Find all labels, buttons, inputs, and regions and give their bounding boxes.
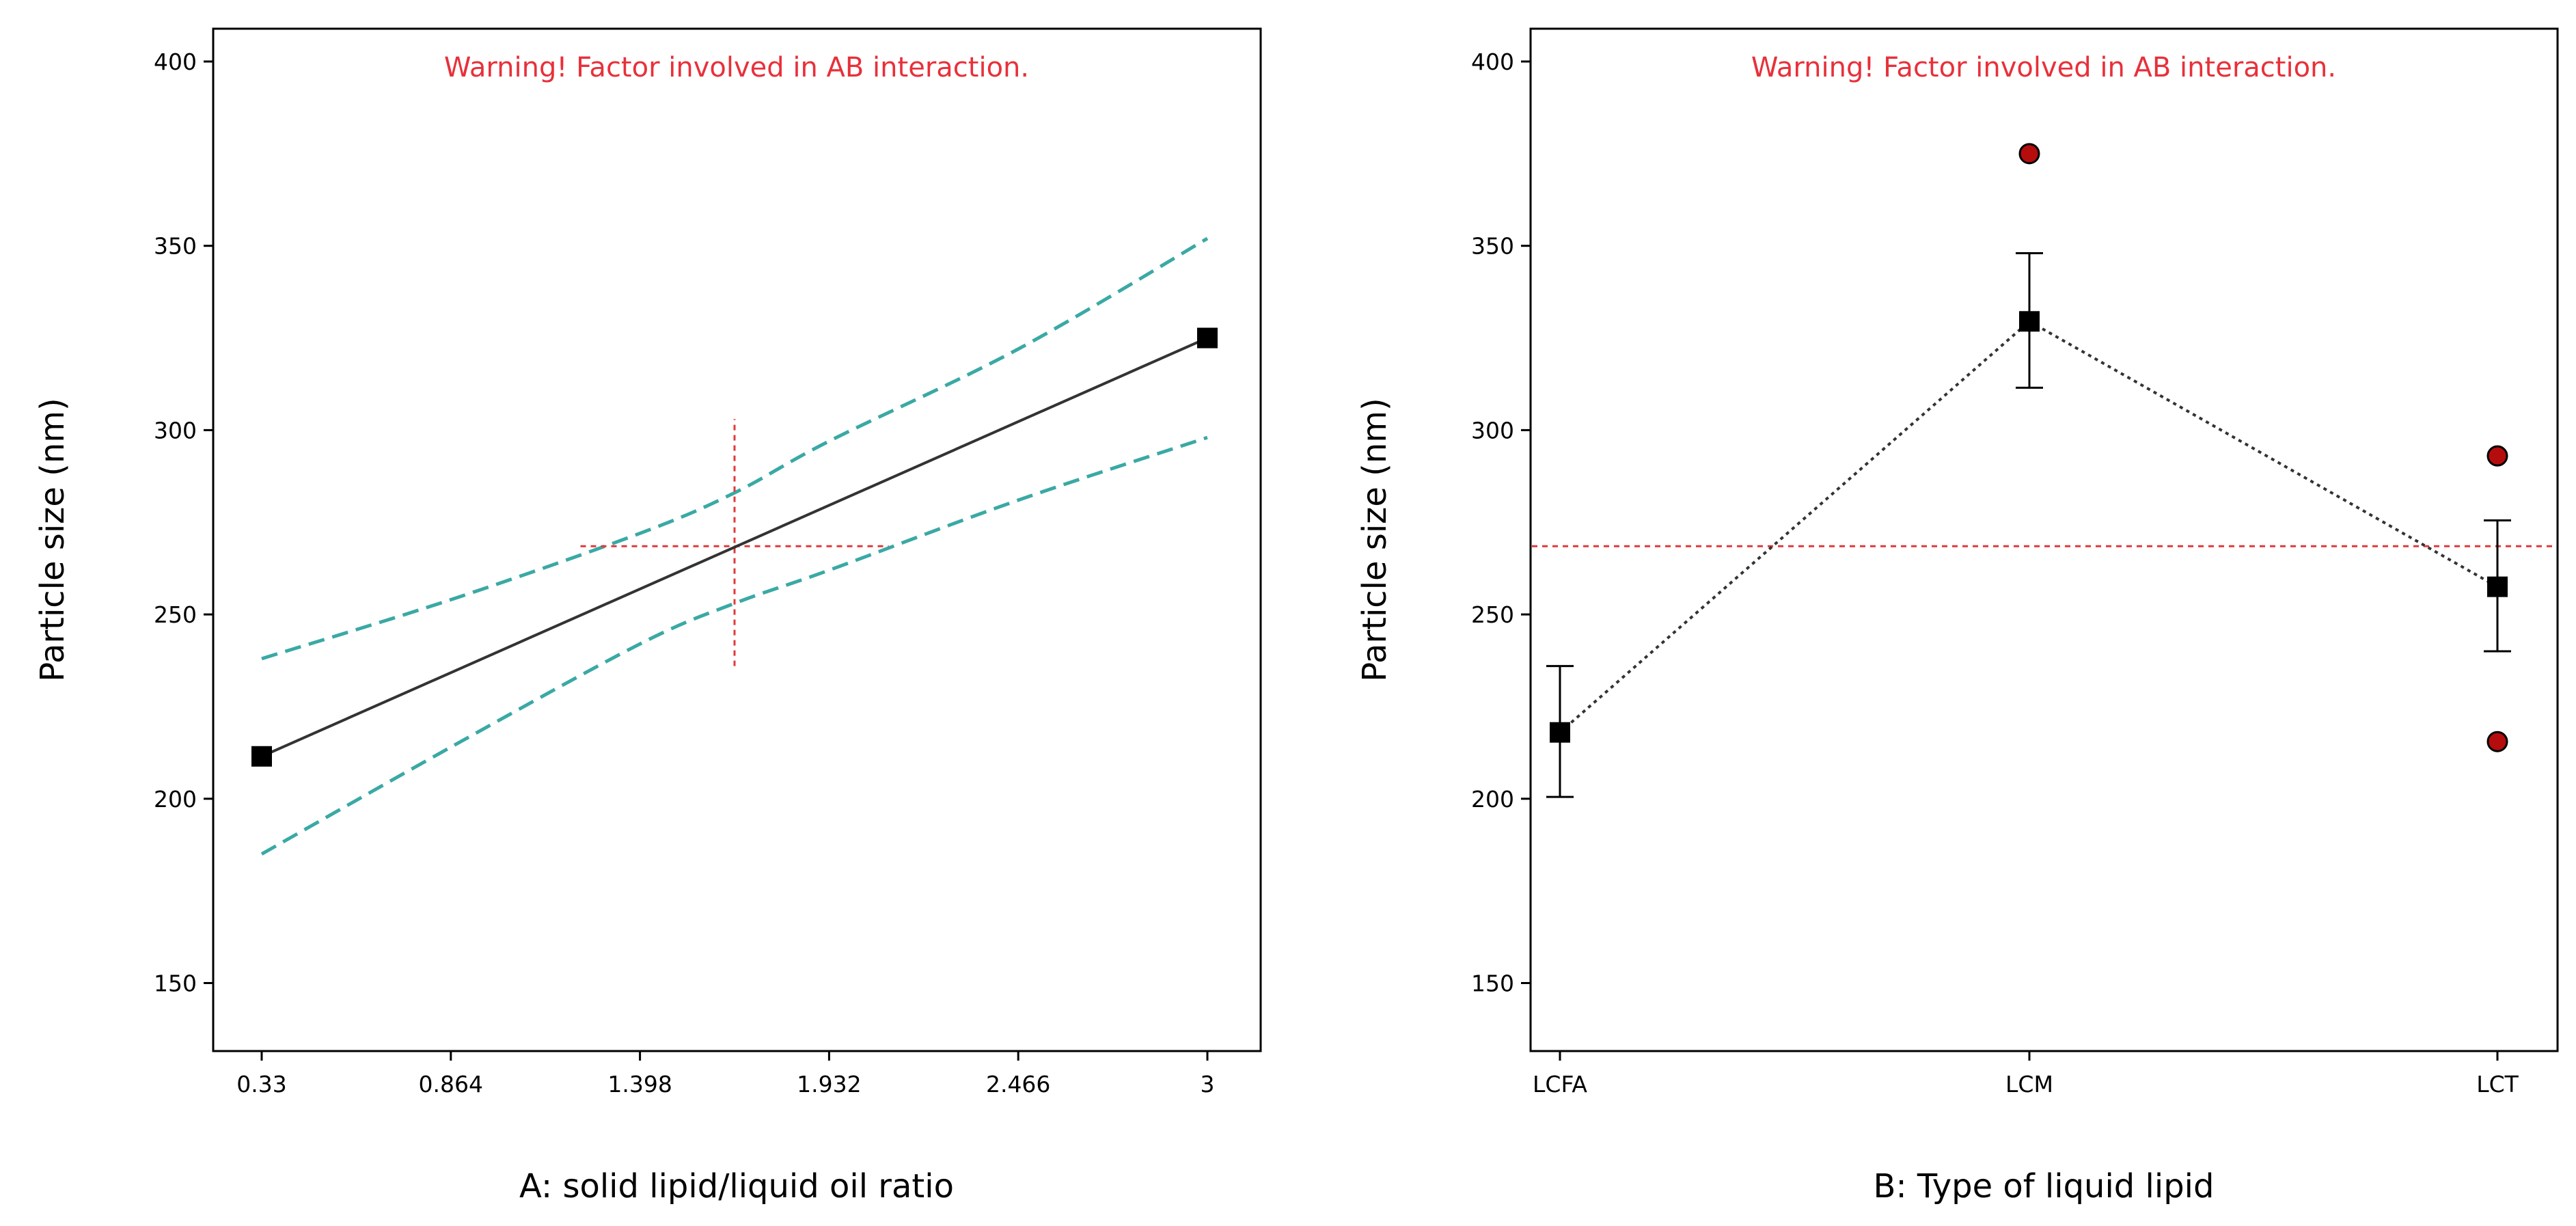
chart-a-x-tick: 0.864 <box>419 1051 483 1098</box>
chart-b-x-axis: LCFA LCM LCT <box>1533 1051 2519 1098</box>
chart-a-x-tick-label: 3 <box>1201 1071 1215 1098</box>
chart-a-x-tick: 3 <box>1201 1051 1215 1098</box>
chart-a-x-tick-label: 2.466 <box>986 1071 1050 1098</box>
chart-b-x-tick: LCM <box>2005 1051 2053 1098</box>
chart-a-x-tick-label: 0.33 <box>236 1071 286 1098</box>
chart-a-y-tick: 350 <box>154 233 213 260</box>
chart-a: Warning! Factor involved in AB interacti… <box>33 27 1262 1205</box>
chart-b-y-tick: 250 <box>1471 601 1531 628</box>
chart-a-y-tick: 200 <box>154 786 213 813</box>
predicted-point-marker <box>251 746 272 767</box>
chart-a-x-tick: 0.33 <box>236 1051 287 1098</box>
chart-a-x-axis-title: A: solid lipid/liquid oil ratio <box>519 1167 954 1205</box>
chart-b-y-tick-label: 200 <box>1471 786 1514 813</box>
chart-a-x-tick-label: 0.864 <box>419 1071 483 1098</box>
chart-b-y-tick-label: 150 <box>1471 970 1514 997</box>
mean-marker <box>2487 576 2508 597</box>
chart-a-y-axis: 150 200 250 300 350 400 <box>154 49 213 997</box>
chart-a-plot-area <box>251 236 1218 856</box>
chart-b-x-tick-label: LCFA <box>1533 1071 1587 1098</box>
chart-a-y-tick-label: 150 <box>154 970 197 997</box>
chart-b-plot-area <box>1532 143 2556 798</box>
chart-a-y-tick-label: 250 <box>154 601 197 628</box>
chart-a-y-tick-label: 300 <box>154 417 197 444</box>
chart-b-x-tick: LCT <box>2476 1051 2519 1098</box>
chart-a-y-tick-label: 350 <box>154 233 197 260</box>
chart-a-y-tick: 300 <box>154 417 213 444</box>
chart-a-y-tick: 250 <box>154 601 213 628</box>
chart-b-y-axis: 150 200 250 300 350 400 <box>1471 49 1531 997</box>
chart-b-frame <box>1529 27 2559 1052</box>
chart-a-x-tick-label: 1.398 <box>607 1071 672 1098</box>
mean-marker <box>2019 311 2040 332</box>
design-point <box>2486 445 2508 467</box>
chart-b-y-tick-label: 250 <box>1471 601 1514 628</box>
chart-a-x-tick: 1.932 <box>797 1051 862 1098</box>
chart-a-warning: Warning! Factor involved in AB interacti… <box>444 52 1029 83</box>
chart-a-y-tick: 400 <box>154 49 213 75</box>
chart-b-y-axis-title: Particle size (nm) <box>1356 398 1394 682</box>
chart-b-x-tick: LCFA <box>1533 1051 1587 1098</box>
design-point <box>2486 731 2508 752</box>
predicted-mean-line <box>261 336 1208 758</box>
chart-b-y-tick: 150 <box>1471 970 1531 997</box>
mean-marker <box>1550 722 1570 743</box>
chart-a-y-axis-title: Particle size (nm) <box>33 398 72 682</box>
chart-b-y-tick-label: 350 <box>1471 233 1514 260</box>
chart-a-x-tick: 1.398 <box>607 1051 672 1098</box>
chart-a-frame <box>212 27 1262 1052</box>
chart-b-y-tick: 400 <box>1471 49 1531 75</box>
upper-ci-band <box>261 236 1209 661</box>
chart-b-y-tick: 200 <box>1471 786 1531 813</box>
lower-ci-band <box>260 435 1208 856</box>
chart-a-x-axis: 0.33 0.864 1.398 1.932 2.466 3 <box>236 1051 1215 1098</box>
chart-b-x-tick-label: LCM <box>2005 1071 2053 1098</box>
chart-a-y-tick: 150 <box>154 970 213 997</box>
chart-b-y-tick-label: 400 <box>1471 49 1514 75</box>
chart-a-x-tick: 2.466 <box>986 1051 1050 1098</box>
predicted-point-marker <box>1197 327 1218 349</box>
chart-b-y-tick-label: 300 <box>1471 417 1514 444</box>
chart-b-warning: Warning! Factor involved in AB interacti… <box>1751 52 2336 83</box>
chart-b-y-tick: 350 <box>1471 233 1531 260</box>
chart-b-x-tick-label: LCT <box>2476 1071 2519 1098</box>
chart-a-y-tick-label: 200 <box>154 786 197 813</box>
design-point <box>2018 143 2040 165</box>
chart-b-x-axis-title: B: Type of liquid lipid <box>1874 1167 2215 1205</box>
chart-a-x-tick-label: 1.932 <box>797 1071 861 1098</box>
chart-b-y-tick: 300 <box>1471 417 1531 444</box>
chart-b: Warning! Factor involved in AB interacti… <box>1356 27 2559 1205</box>
chart-a-y-tick-label: 400 <box>154 49 197 75</box>
